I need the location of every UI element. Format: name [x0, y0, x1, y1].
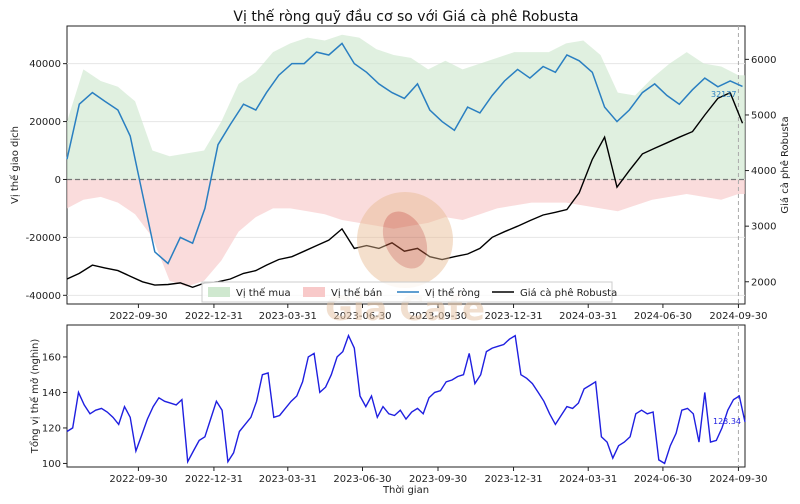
bottom-xlabel: Thời gian	[382, 484, 429, 496]
watermark-circle	[357, 192, 453, 288]
series-line-net-position	[66, 42, 743, 265]
series-line-robusta-price	[66, 91, 744, 289]
series-line-open-interest	[66, 333, 746, 465]
bottom-ytick-label-3: 160	[42, 352, 61, 363]
bottom-xtick-label-0: 2022-09-30	[109, 474, 167, 485]
bottom-ylabel: Tổng vị thế mở (nghìn)	[28, 339, 41, 455]
top-ytick-right-label-1: 3000	[751, 222, 776, 233]
top-ytick-right-label-3: 5000	[751, 110, 776, 121]
watermark-bean	[382, 211, 428, 269]
top-panel: -40000 -20000 0 20000 40000 2000 3000 4000 5000…	[9, 25, 791, 322]
top-xtick-label-3: 2023-06-30	[333, 311, 391, 322]
legend-label-short: Vị thế bán	[331, 287, 382, 299]
bottom-ytick-label-1: 120	[42, 423, 61, 434]
legend-swatch-long	[208, 287, 230, 297]
bottom-panel: 100 120 140 160 2022-09-30 2022-12-31 2023-03…	[28, 324, 767, 496]
area-short-position	[67, 179, 745, 287]
bottom-xtick-label-6: 2024-03-31	[559, 474, 617, 485]
bottom-ytick-label-0: 100	[42, 459, 61, 470]
legend-label-price: Giá cà phê Robusta	[520, 287, 617, 299]
top-xtick-label-2: 2023-03-31	[259, 311, 317, 322]
top-ytick-left-label-1: -20000	[26, 233, 61, 244]
oi-last-label: 123.34	[713, 417, 741, 426]
bottom-xtick-label-4: 2023-09-30	[409, 474, 467, 485]
bottom-ytick-label-2: 140	[42, 388, 61, 399]
net-last-label: 32137	[711, 90, 736, 99]
chart-title: Vị thế ròng quỹ đầu cơ so với Giá cà phê…	[233, 8, 578, 25]
top-ylabel-left: Vị thế giao dịch	[9, 126, 21, 204]
top-xtick-label-7: 2024-06-30	[634, 311, 692, 322]
top-xtick-label-6: 2024-03-31	[559, 311, 617, 322]
top-yticks-right: 2000 3000 4000 5000 6000	[745, 55, 776, 288]
top-lines	[66, 26, 745, 304]
top-ytick-right-label-2: 4000	[751, 166, 776, 177]
area-long-position	[67, 34, 745, 180]
bottom-xtick-label-1: 2022-12-31	[185, 474, 243, 485]
bottom-lines	[66, 325, 746, 467]
top-ytick-right-label-4: 6000	[751, 55, 776, 66]
bottom-xtick-label-7: 2024-06-30	[634, 474, 692, 485]
bottom-xtick-label-3: 2023-06-30	[333, 474, 391, 485]
bottom-panel-frame	[66, 324, 746, 468]
bottom-xtick-label-8: 2024-09-30	[709, 474, 767, 485]
bottom-xticks: 2022-09-30 2022-12-31 2023-03-31 2023-06-30…	[109, 467, 767, 485]
top-ytick-left-label-3: 20000	[29, 117, 61, 128]
legend-label-long: Vị thế mua	[236, 287, 291, 299]
top-xtick-label-8: 2024-09-30	[709, 311, 767, 322]
watermark-logo	[357, 192, 453, 288]
bottom-xtick-label-2: 2023-03-31	[259, 474, 317, 485]
top-xtick-label-4: 2023-09-30	[409, 311, 467, 322]
legend-swatch-short	[303, 287, 325, 297]
top-ytick-left-label-2: 0	[55, 175, 61, 186]
top-xtick-label-5: 2023-12-31	[484, 311, 542, 322]
top-ytick-left-label-0: -40000	[26, 291, 61, 302]
legend: Vị thế mua Vị thế bán Vị thế ròng Giá cà…	[201, 281, 617, 303]
legend-label-net: Vị thế ròng	[425, 287, 480, 299]
top-ylabel-right: Giá cà phê Robusta	[779, 116, 791, 213]
bottom-yticks: 100 120 140 160	[42, 352, 67, 470]
top-xtick-label-1: 2022-12-31	[185, 311, 243, 322]
top-areas	[67, 34, 745, 287]
top-yticks-left: -40000 -20000 0 20000 40000	[26, 59, 67, 302]
top-ytick-right-label-0: 2000	[751, 277, 776, 288]
top-xticks: 2022-09-30 2022-12-31 2023-03-31 2023-06-30…	[109, 304, 767, 322]
bottom-xtick-label-5: 2023-12-31	[484, 474, 542, 485]
top-ytick-left-label-4: 40000	[29, 59, 61, 70]
top-xtick-label-0: 2022-09-30	[109, 311, 167, 322]
